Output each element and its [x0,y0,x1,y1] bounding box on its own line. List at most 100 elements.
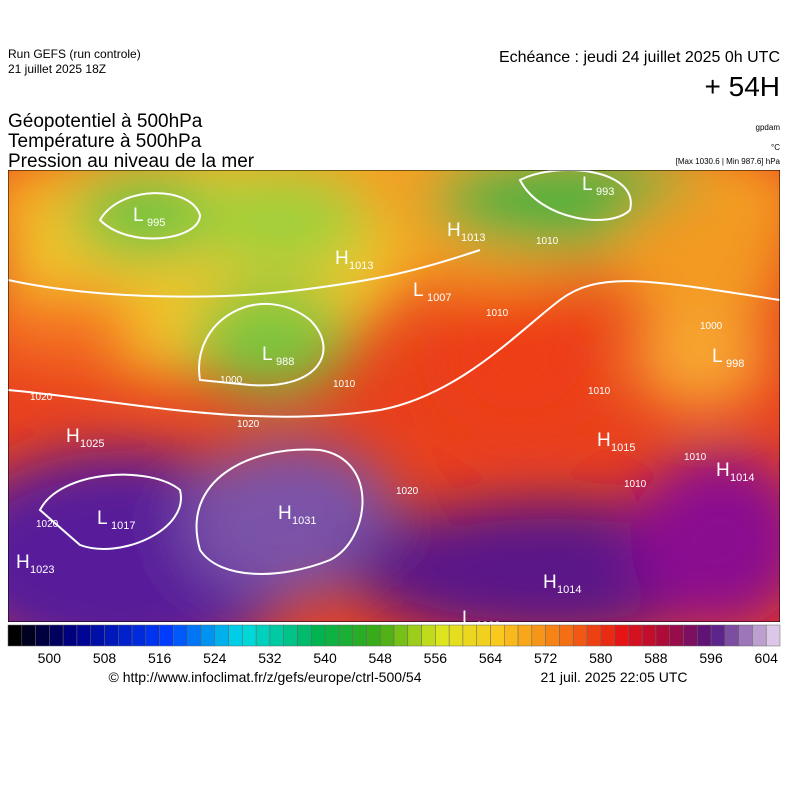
colorbar-tick-label: 572 [534,650,558,666]
colorbar-swatch [641,624,657,647]
colorbar-swatch [476,624,491,647]
center-value: 988 [276,356,294,368]
pressure-center: H 1023 [16,552,54,576]
colorbar-swatch [338,624,353,647]
colorbar-swatch [669,624,684,647]
isobar-label: 1010 [333,379,356,390]
colorbar-swatch [407,624,422,647]
map-title: Température à 500hPa [8,131,202,152]
center-letter: H [278,503,292,524]
colorbar-swatch [655,624,670,647]
center-value: 993 [596,186,614,198]
colorbar-swatch [697,624,712,647]
center-value: 1013 [461,232,485,244]
isobar-label: 1010 [684,452,707,463]
colorbar-swatch [435,624,450,647]
colorbar-swatch [118,624,133,647]
colorbar-swatch [765,624,781,647]
isobar-label: 1020 [30,392,53,403]
colorbar-swatch [724,624,739,647]
colorbar-tick-label: 508 [93,650,117,666]
pressure-center: L 988 [262,344,294,368]
isobar-label: 1010 [536,236,559,247]
colorbar-swatch [311,624,326,647]
colorbar-tick-label: 524 [203,650,227,666]
center-letter: H [543,572,557,593]
colorbar-swatch [200,624,216,647]
colorbar-swatch [752,624,767,647]
colorbar-swatch [62,624,78,647]
center-letter: L [462,608,473,629]
unit-label: gpdam [756,123,781,132]
colorbar-swatch [517,624,533,647]
colorbar-swatch [379,624,395,647]
center-letter: H [447,220,461,241]
colorbar-tick-label: 500 [38,650,62,666]
colorbar-swatch [104,624,119,647]
colorbar-swatch [131,624,147,647]
center-letter: L [413,280,424,301]
center-value: 1031 [292,515,316,527]
run-label: Run GEFS (run controle) [8,47,141,61]
center-letter: H [16,552,30,573]
pressure-center: L 1007 [413,280,451,304]
colorbar-swatch [738,624,753,647]
colorbar-tick-label: 580 [589,650,613,666]
colorbar-tick-label: 564 [479,650,503,666]
colorbar-swatch [228,624,243,647]
center-letter: L [262,344,273,365]
colorbar-tick-label: 540 [313,650,337,666]
colorbar-swatch [269,624,284,647]
colorbar-swatch [145,624,160,647]
pressure-center: H 1015 [597,430,635,454]
colorbar-swatch [490,624,505,647]
center-value: 1014 [557,584,581,596]
isobar-label: 1010 [624,479,647,490]
colorbar-swatch [366,624,381,647]
colorbar-swatch [545,624,560,647]
colorbar-swatch [324,624,340,647]
colorbar-swatch [255,624,271,647]
isobar-label: 1000 [220,375,243,386]
pressure-center: H 1014 [543,572,581,596]
center-letter: H [335,248,349,269]
pressure-center: H 1013 [335,248,373,272]
isobar-label: 1020 [396,486,419,497]
center-letter: H [716,460,730,481]
colorbar-swatch [393,624,409,647]
colorbar-swatch [49,624,64,647]
colorbar-swatch [572,624,588,647]
center-value: 1015 [611,442,635,454]
map-field [8,170,780,622]
center-value: 998 [726,358,744,370]
unit-label: °C [771,143,780,152]
center-value: 1025 [80,438,104,450]
colorbar-swatch [21,624,36,647]
colorbar-swatch [600,624,615,647]
center-letter: H [66,426,80,447]
colorbar-tick-label: 548 [369,650,393,666]
pressure-center: H 1014 [716,460,754,484]
colorbar-tick-label: 588 [644,650,668,666]
center-value: 1007 [427,292,451,304]
pressure-center: L 1017 [97,508,135,532]
colorbar-swatch [586,624,602,647]
isobars [8,170,780,575]
center-value: 1017 [111,520,135,532]
colorbar-swatch [462,624,477,647]
colorbar-swatch [242,624,257,647]
colorbar-tick-label: 604 [755,650,779,666]
center-value: 1013 [349,260,373,272]
pressure-center: L 993 [582,174,614,198]
center-letter: L [712,346,723,367]
colorbar-swatch [421,624,436,647]
colorbar-swatch [76,624,91,647]
colorbar-swatch [283,624,298,647]
colorbar-swatch [214,624,229,647]
colorbar-swatch [173,624,188,647]
center-letter: L [97,508,108,529]
lead-time: + 54H [705,71,781,102]
